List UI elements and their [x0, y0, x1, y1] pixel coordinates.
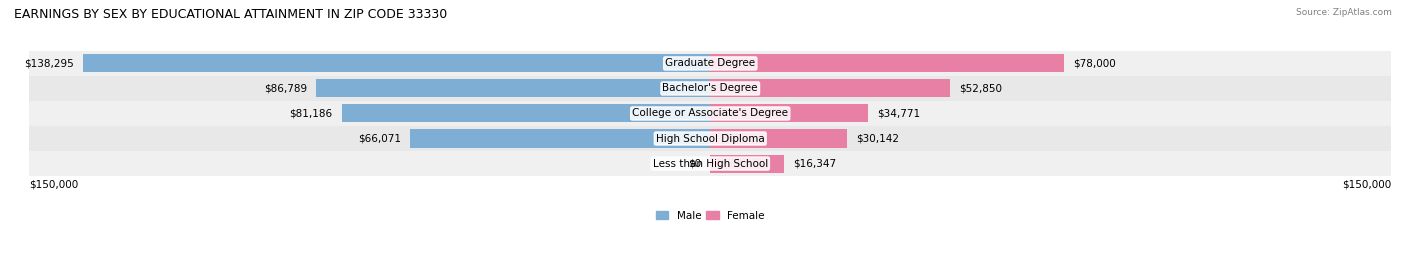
Bar	[30, 151, 1391, 176]
Text: College or Associate's Degree: College or Associate's Degree	[633, 109, 789, 118]
Text: $78,000: $78,000	[1073, 58, 1116, 68]
Bar	[710, 54, 1064, 72]
Text: $150,000: $150,000	[1341, 179, 1391, 189]
Bar	[710, 155, 785, 173]
Text: $81,186: $81,186	[290, 109, 333, 118]
Bar	[411, 129, 710, 147]
Bar	[30, 76, 1391, 101]
Text: High School Diploma: High School Diploma	[655, 133, 765, 143]
Bar	[342, 105, 710, 122]
Bar	[30, 101, 1391, 126]
Text: $86,789: $86,789	[264, 83, 308, 94]
Text: $30,142: $30,142	[856, 133, 898, 143]
Text: EARNINGS BY SEX BY EDUCATIONAL ATTAINMENT IN ZIP CODE 33330: EARNINGS BY SEX BY EDUCATIONAL ATTAINMEN…	[14, 8, 447, 21]
Bar	[30, 51, 1391, 76]
Text: Bachelor's Degree: Bachelor's Degree	[662, 83, 758, 94]
Text: $16,347: $16,347	[793, 159, 837, 169]
Text: $150,000: $150,000	[30, 179, 79, 189]
Text: $52,850: $52,850	[959, 83, 1002, 94]
Text: $0: $0	[688, 159, 702, 169]
Bar	[710, 129, 846, 147]
Bar	[83, 54, 710, 72]
Text: $66,071: $66,071	[359, 133, 401, 143]
Text: Less than High School: Less than High School	[652, 159, 768, 169]
Legend: Male, Female: Male, Female	[651, 207, 769, 225]
Text: $34,771: $34,771	[877, 109, 921, 118]
Text: $138,295: $138,295	[24, 58, 73, 68]
Text: Graduate Degree: Graduate Degree	[665, 58, 755, 68]
Text: Source: ZipAtlas.com: Source: ZipAtlas.com	[1296, 8, 1392, 17]
Bar	[316, 79, 710, 98]
Bar	[710, 79, 950, 98]
Bar	[710, 105, 868, 122]
Bar	[30, 126, 1391, 151]
